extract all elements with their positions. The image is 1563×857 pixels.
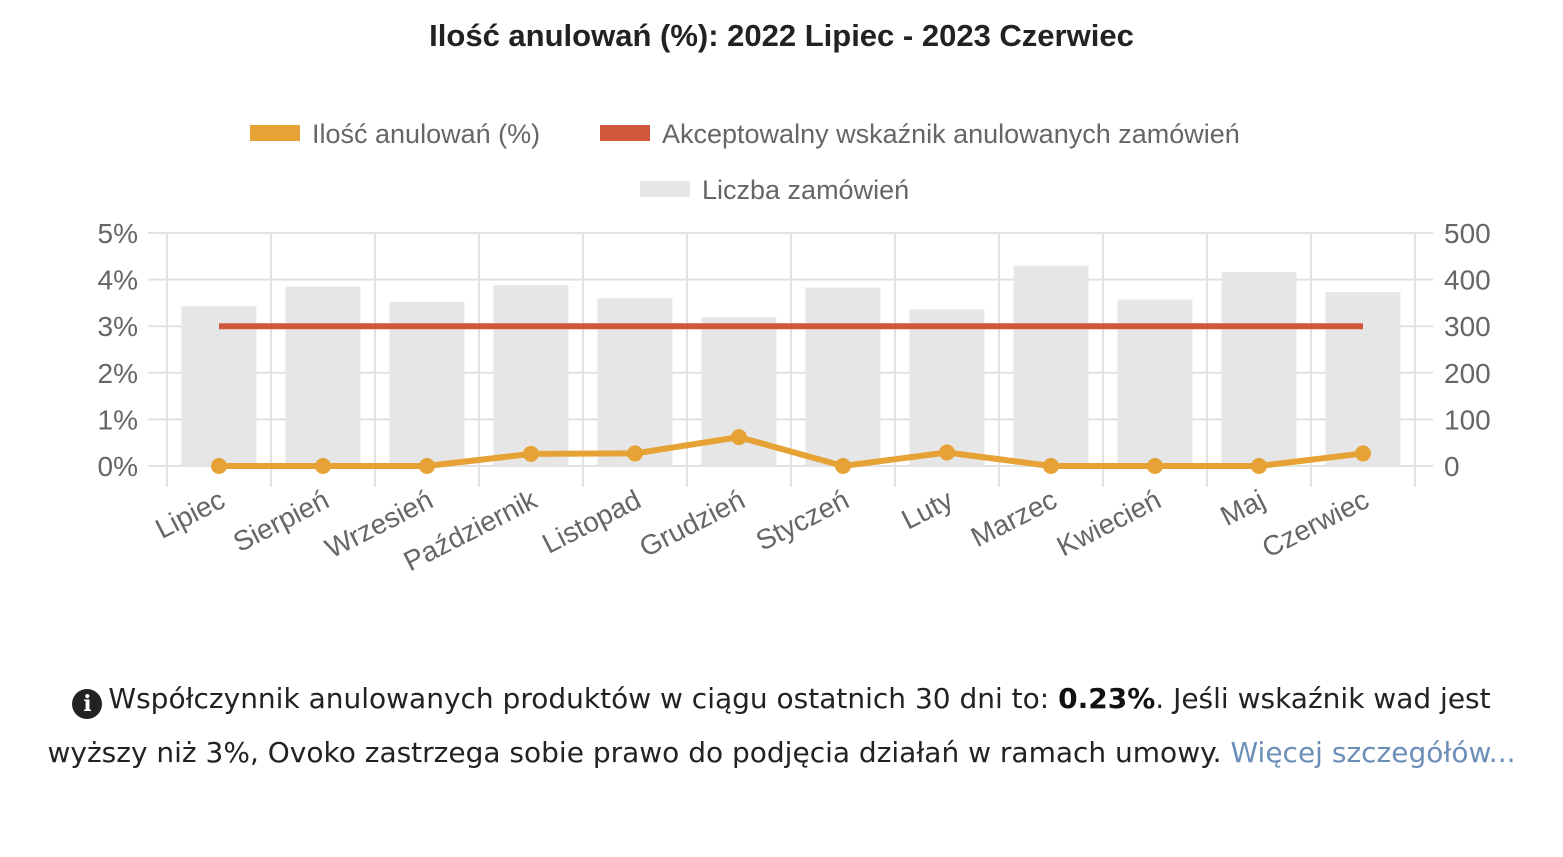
y-left-tick-label: 2% <box>98 358 138 389</box>
bar-orders-0 <box>181 306 257 466</box>
bar-orders-10 <box>1221 272 1297 466</box>
legend-swatch <box>250 125 300 141</box>
chart-grid <box>148 232 1433 487</box>
y-right-tick-label: 500 <box>1444 218 1491 249</box>
x-tick-label: Czerwiec <box>1257 484 1374 564</box>
y-left-tick-label: 3% <box>98 311 138 342</box>
x-tick-label: Lipiec <box>150 484 229 545</box>
y-left-tick-label: 5% <box>98 218 138 249</box>
point-cancellation-4 <box>627 445 643 462</box>
point-cancellation-2 <box>419 458 435 474</box>
legend-label: Akceptowalny wskaźnik anulowanych zamówi… <box>662 119 1240 149</box>
point-cancellation-3 <box>523 445 539 462</box>
bar-orders-7 <box>909 309 985 466</box>
x-tick-label: Styczeń <box>751 484 854 557</box>
chart-canvas: Ilość anulowań (%) Akceptowalny wskaźnik … <box>98 119 1491 577</box>
y-left-tick-label: 1% <box>98 404 138 435</box>
x-tick-label: Grudzień <box>634 484 749 563</box>
cancellation-rate-value: 0.23% <box>1058 682 1156 715</box>
bar-orders-2 <box>389 301 465 466</box>
x-tick-label: Kwiecień <box>1052 484 1166 562</box>
point-cancellation-7 <box>939 444 955 461</box>
point-cancellation-5 <box>731 429 747 446</box>
point-cancellation-11 <box>1355 445 1371 462</box>
x-tick-label: Luty <box>896 484 957 536</box>
y-left-tick-label: 4% <box>98 265 138 296</box>
legend-swatch <box>600 125 650 141</box>
bar-orders-8 <box>1013 265 1089 466</box>
bar-orders-3 <box>493 285 569 466</box>
y-left-tick-label: 0% <box>98 451 138 482</box>
chart-title: Ilość anulowań (%): 2022 Lipiec - 2023 C… <box>429 18 1134 53</box>
info-text-after: . Jeśli wskaźnik wad jest wyższy niż 3%,… <box>47 682 1491 769</box>
x-tick-label: Marzec <box>966 484 1062 553</box>
cancellation-info: i Współczynnik anulowanych produktów w ci… <box>40 672 1523 780</box>
legend-label: Ilość anulowań (%) <box>312 119 540 149</box>
y-right-tick-label: 0 <box>1444 451 1460 482</box>
legend-label: Liczba zamówień <box>702 175 909 205</box>
info-circle-icon: i <box>72 689 103 719</box>
info-text-before: Współczynnik anulowanych produktów w cią… <box>108 682 1059 715</box>
line-cancellation-rate <box>219 434 1364 469</box>
more-details-link[interactable]: Więcej szczegółów... <box>1230 736 1516 769</box>
point-cancellation-6 <box>835 458 851 474</box>
point-cancellation-8 <box>1043 458 1059 474</box>
x-tick-label: Sierpień <box>228 484 334 558</box>
y-right-tick-label: 400 <box>1444 265 1491 296</box>
y-right-tick-label: 200 <box>1444 358 1491 389</box>
y-right-tick-label: 300 <box>1444 311 1491 342</box>
bar-orders-6 <box>805 287 881 466</box>
y-right-tick-label: 100 <box>1444 404 1491 435</box>
line-series-group <box>211 323 1371 474</box>
chart-legend: Ilość anulowań (%) Akceptowalny wskaźnik … <box>250 119 1240 205</box>
x-tick-label: Listopad <box>537 484 645 560</box>
legend-swatch <box>640 181 690 197</box>
bar-orders-11 <box>1325 292 1401 466</box>
point-cancellation-10 <box>1251 458 1267 474</box>
x-tick-label: Maj <box>1215 484 1269 532</box>
bar-orders-1 <box>285 286 361 466</box>
point-cancellation-9 <box>1147 458 1163 474</box>
point-cancellation-1 <box>315 458 331 474</box>
point-cancellation-0 <box>211 458 227 474</box>
